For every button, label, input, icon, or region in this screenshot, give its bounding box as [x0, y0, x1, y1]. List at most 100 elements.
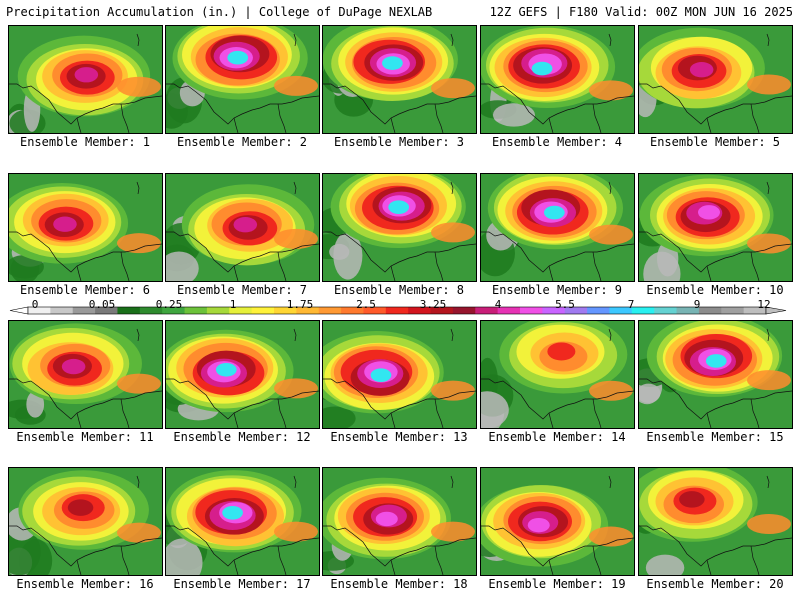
- member-label: Ensemble Member: 14: [488, 430, 626, 444]
- colorbar-tick-label: 0: [31, 298, 39, 311]
- member-map-panel: [8, 467, 163, 576]
- member-map-panel: [8, 320, 163, 429]
- member-map-panel: [638, 25, 793, 134]
- member-label: Ensemble Member: 8: [333, 283, 465, 297]
- precip-field: [481, 26, 634, 133]
- colorbar-tick-label: 1: [229, 298, 237, 311]
- member-label: Ensemble Member: 20: [646, 577, 784, 591]
- precip-field: [323, 174, 476, 281]
- member-label: Ensemble Member: 17: [173, 577, 311, 591]
- colorbar-segment: [430, 307, 454, 314]
- colorbar-segment: [162, 307, 186, 314]
- member-map-panel: [480, 25, 635, 134]
- colorbar-tick-label: 0.05: [88, 298, 116, 311]
- member-map-panel: [322, 173, 477, 282]
- precip-field: [481, 321, 634, 428]
- colorbar-right-arrow: [765, 306, 787, 315]
- precip-field: [323, 468, 476, 575]
- member-map-panel: [165, 320, 320, 429]
- colorbar: [9, 306, 787, 315]
- colorbar-segment: [564, 307, 588, 314]
- member-label: Ensemble Member: 1: [19, 135, 151, 149]
- colorbar-segment: [452, 307, 476, 314]
- member-label: Ensemble Member: 5: [649, 135, 781, 149]
- colorbar-segment: [520, 307, 543, 314]
- precip-field: [9, 174, 162, 281]
- member-map-panel: [8, 25, 163, 134]
- member-label: Ensemble Member: 2: [176, 135, 308, 149]
- precip-field: [166, 26, 319, 133]
- colorbar-segment: [139, 307, 163, 314]
- precip-field: [9, 321, 162, 428]
- member-map-panel: [165, 173, 320, 282]
- colorbar-segment: [229, 307, 253, 314]
- member-map-panel: [8, 173, 163, 282]
- member-label: Ensemble Member: 9: [491, 283, 623, 297]
- precip-field: [639, 26, 792, 133]
- colorbar-tick-label: 7: [627, 298, 635, 311]
- colorbar-segment: [296, 307, 320, 314]
- colorbar-tick-label: 2.5: [356, 298, 376, 311]
- member-map-panel: [322, 320, 477, 429]
- member-map-panel: [480, 320, 635, 429]
- colorbar-segment: [497, 307, 521, 314]
- colorbar-tick-label: 9: [693, 298, 701, 311]
- colorbar-tick-label: 4: [494, 298, 502, 311]
- colorbar-segment: [251, 307, 275, 314]
- colorbar-left-arrow: [9, 306, 29, 315]
- precip-field: [323, 321, 476, 428]
- member-label: Ensemble Member: 7: [176, 283, 308, 297]
- colorbar-segment: [609, 307, 633, 314]
- member-label: Ensemble Member: 15: [646, 430, 784, 444]
- member-label: Ensemble Member: 10: [646, 283, 784, 297]
- member-label: Ensemble Member: 4: [491, 135, 623, 149]
- colorbar-segment: [72, 307, 96, 314]
- precip-field: [9, 26, 162, 133]
- member-map-panel: [322, 467, 477, 576]
- colorbar-segment: [50, 307, 74, 314]
- member-map-panel: [322, 25, 477, 134]
- colorbar-segment: [206, 307, 230, 314]
- colorbar-segment: [408, 307, 432, 314]
- colorbar-segment: [318, 307, 342, 314]
- member-map-panel: [480, 467, 635, 576]
- member-map-panel: [638, 467, 793, 576]
- precip-field: [481, 174, 634, 281]
- member-map-panel: [638, 320, 793, 429]
- colorbar-tick-label: 0.25: [155, 298, 183, 311]
- precip-field: [323, 26, 476, 133]
- colorbar-segment: [743, 307, 767, 314]
- header-title-right: 12Z GEFS | F180 Valid: 00Z MON JUN 16 20…: [489, 5, 793, 19]
- colorbar-segment: [117, 307, 141, 314]
- colorbar-segment: [587, 307, 610, 314]
- member-label: Ensemble Member: 12: [173, 430, 311, 444]
- colorbar-segment: [721, 307, 745, 314]
- colorbar-segment: [698, 307, 722, 314]
- member-map-panel: [165, 25, 320, 134]
- member-label: Ensemble Member: 6: [19, 283, 151, 297]
- precip-field: [639, 468, 792, 575]
- colorbar-segment: [654, 307, 678, 314]
- colorbar-tick-label: 3.25: [419, 298, 447, 311]
- member-map-panel: [480, 173, 635, 282]
- precip-field: [9, 468, 162, 575]
- colorbar-segment: [385, 307, 409, 314]
- colorbar-tick-label: 5.5: [555, 298, 575, 311]
- colorbar-tick-label: 12: [757, 298, 771, 311]
- colorbar-segment: [363, 307, 387, 314]
- member-label: Ensemble Member: 19: [488, 577, 626, 591]
- member-map-panel: [165, 467, 320, 576]
- colorbar-segment: [341, 307, 364, 314]
- precip-field: [639, 174, 792, 281]
- colorbar-segment: [28, 307, 51, 314]
- colorbar-segment: [631, 307, 655, 314]
- precip-field: [481, 468, 634, 575]
- colorbar-tick-label: 1.75: [286, 298, 314, 311]
- colorbar-segment: [274, 307, 297, 314]
- member-label: Ensemble Member: 3: [333, 135, 465, 149]
- colorbar-segment: [95, 307, 118, 314]
- precip-field: [639, 321, 792, 428]
- precip-field: [166, 174, 319, 281]
- colorbar-segment: [184, 307, 208, 314]
